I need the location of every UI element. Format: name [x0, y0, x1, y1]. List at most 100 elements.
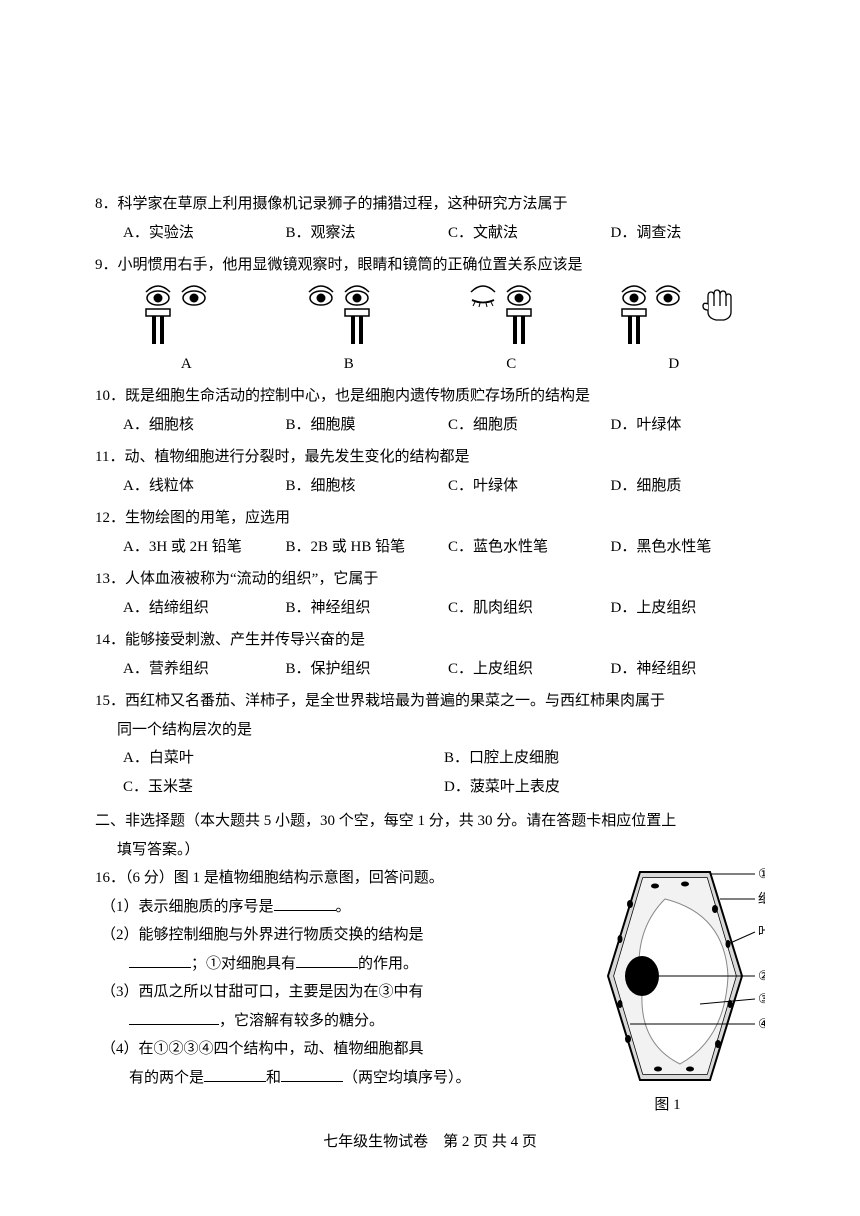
q15-text1: 西红柿又名番茄、洋柿子，是全世界栽培最为普遍的果菜之一。与西红柿果肉属于 [125, 693, 665, 709]
q8-stem: 8．科学家在草原上利用摄像机记录狮子的捕猎过程，这种研究方法属于 [95, 190, 765, 219]
q16-stem-text: （6 分）图 1 是植物细胞结构示意图，回答问题。 [125, 870, 444, 886]
q12-stem: 12．生物绘图的用笔，应选用 [95, 504, 765, 533]
q16-s3a: （3）西瓜之所以甘甜可口，主要是因为在③中有 [101, 978, 558, 1007]
q8-opt-b: B．观察法 [286, 219, 441, 248]
blank [274, 895, 336, 911]
q9-text: 小明惯用右手，他用显微镜观察时，眼睛和镜筒的正确位置关系应该是 [118, 257, 583, 273]
q9-label-c: C [506, 350, 516, 379]
q15-stem2: 同一个结构层次的是 [95, 716, 765, 745]
q14-opt-d: D．神经组织 [611, 655, 766, 684]
question-11: 11．动、植物细胞进行分裂时，最先发生变化的结构都是 A．线粒体 B．细胞核 C… [95, 443, 765, 500]
q12-num: 12． [95, 510, 125, 526]
q9-diagram-a: A [126, 284, 246, 379]
q11-opt-a: A．线粒体 [123, 472, 278, 501]
q9-diagrams: A [95, 280, 765, 379]
q14-opt-c: C．上皮组织 [448, 655, 603, 684]
cell-label-membrane: 细胞膜 [758, 891, 765, 906]
blank [129, 952, 191, 968]
q10-text: 既是细胞生命活动的控制中心，也是细胞内遗传物质贮存场所的结构是 [125, 388, 590, 404]
q16-num: 16． [95, 870, 125, 886]
q16-s4b: 有的两个是 [129, 1070, 204, 1086]
q10-opt-d: D．叶绿体 [611, 411, 766, 440]
q16-stem: 16．（6 分）图 1 是植物细胞结构示意图，回答问题。 [95, 864, 558, 893]
figure-1-caption: 图 1 [570, 1091, 765, 1120]
q16-s2c: 的作用。 [358, 956, 418, 972]
q10-num: 10． [95, 388, 125, 404]
q15-options: A．白菜叶 B．口腔上皮细胞 C．玉米茎 D．菠菜叶上表皮 [95, 744, 765, 801]
q15-opt-d: D．菠菜叶上表皮 [444, 773, 765, 802]
q13-opt-c: C．肌肉组织 [448, 594, 603, 623]
q16-s3b: ，它溶解有较多的糖分。 [219, 1013, 384, 1029]
q8-opt-d: D．调查法 [611, 219, 766, 248]
q13-stem: 13．人体血液被称为“流动的组织”，它属于 [95, 565, 765, 594]
q16-s4c: 和 [266, 1070, 281, 1086]
q14-options: A．营养组织 B．保护组织 C．上皮组织 D．神经组织 [95, 655, 765, 684]
question-13: 13．人体血液被称为“流动的组织”，它属于 A．结缔组织 B．神经组织 C．肌肉… [95, 565, 765, 622]
q10-stem: 10．既是细胞生命活动的控制中心，也是细胞内遗传物质贮存场所的结构是 [95, 382, 765, 411]
q13-opt-b: B．神经组织 [286, 594, 441, 623]
q16-sub3: （3）西瓜之所以甘甜可口，主要是因为在③中有 ，它溶解有较多的糖分。 [95, 978, 558, 1035]
q13-options: A．结缔组织 B．神经组织 C．肌肉组织 D．上皮组织 [95, 594, 765, 623]
q11-num: 11． [95, 449, 124, 465]
q16-s4a: （4）在①②③④四个结构中，动、植物细胞都具 [101, 1035, 558, 1064]
cell-label-1: ① [758, 866, 765, 881]
question-9: 9．小明惯用右手，他用显微镜观察时，眼睛和镜筒的正确位置关系应该是 [95, 251, 765, 378]
section-2-title: 二、非选择题（本大题共 5 小题，30 个空，每空 1 分，共 30 分。请在答… [95, 807, 765, 864]
cell-label-chloroplast: 叶绿体 [758, 924, 765, 939]
q8-num: 8． [95, 196, 118, 212]
blank [296, 952, 358, 968]
q16-sub4: （4）在①②③④四个结构中，动、植物细胞都具 有的两个是 和 （两空均填序号）。 [95, 1035, 558, 1092]
q9-diagram-d: D [614, 284, 734, 379]
q16-sub2: （2）能够控制细胞与外界进行物质交换的结构是 ；①对细胞具有 的作用。 [95, 921, 558, 978]
q8-text: 科学家在草原上利用摄像机记录狮子的捕猎过程，这种研究方法属于 [118, 196, 568, 212]
q11-options: A．线粒体 B．细胞核 C．叶绿体 D．细胞质 [95, 472, 765, 501]
q11-text: 动、植物细胞进行分裂时，最先发生变化的结构都是 [124, 449, 469, 465]
q10-options: A．细胞核 B．细胞膜 C．细胞质 D．叶绿体 [95, 411, 765, 440]
page-footer: 七年级生物试卷 第 2 页 共 4 页 [95, 1128, 765, 1157]
q16-s3-line2: ，它溶解有较多的糖分。 [101, 1007, 558, 1036]
q14-opt-a: A．营养组织 [123, 655, 278, 684]
q16-text-block: 16．（6 分）图 1 是植物细胞结构示意图，回答问题。 （1）表示细胞质的序号… [95, 864, 558, 1120]
section-2-line1: 二、非选择题（本大题共 5 小题，30 个空，每空 1 分，共 30 分。请在答… [95, 807, 765, 836]
q12-opt-b: B．2B 或 HB 铅笔 [286, 533, 441, 562]
q14-text: 能够接受刺激、产生并传导兴奋的是 [125, 632, 365, 648]
q11-stem: 11．动、植物细胞进行分裂时，最先发生变化的结构都是 [95, 443, 765, 472]
q16-s2a: （2）能够控制细胞与外界进行物质交换的结构是 [101, 921, 558, 950]
q12-opt-c: C．蓝色水性笔 [448, 533, 603, 562]
question-16: 16．（6 分）图 1 是植物细胞结构示意图，回答问题。 （1）表示细胞质的序号… [95, 864, 765, 1120]
q8-options: A．实验法 B．观察法 C．文献法 D．调查法 [95, 219, 765, 248]
q10-opt-a: A．细胞核 [123, 411, 278, 440]
q8-opt-c: C．文献法 [448, 219, 603, 248]
q15-opt-b: B．口腔上皮细胞 [444, 744, 765, 773]
q14-opt-b: B．保护组织 [286, 655, 441, 684]
q9-label-a: A [181, 350, 192, 379]
exam-page: 8．科学家在草原上利用摄像机记录狮子的捕猎过程，这种研究方法属于 A．实验法 B… [0, 0, 860, 1196]
q11-opt-c: C．叶绿体 [448, 472, 603, 501]
q9-diagram-b: B [289, 284, 409, 379]
q12-opt-a: A．3H 或 2H 铅笔 [123, 533, 278, 562]
q16-sub1: （1）表示细胞质的序号是。 [95, 893, 558, 922]
q15-num: 15． [95, 693, 125, 709]
q16-s2b: ；①对细胞具有 [191, 956, 296, 972]
q12-options: A．3H 或 2H 铅笔 B．2B 或 HB 铅笔 C．蓝色水性笔 D．黑色水性… [95, 533, 765, 562]
q15-stem: 15．西红柿又名番茄、洋柿子，是全世界栽培最为普遍的果菜之一。与西红柿果肉属于 [95, 687, 765, 716]
question-10: 10．既是细胞生命活动的控制中心，也是细胞内遗传物质贮存场所的结构是 A．细胞核… [95, 382, 765, 439]
q16-s4-line2: 有的两个是 和 （两空均填序号）。 [101, 1064, 558, 1093]
q11-opt-d: D．细胞质 [611, 472, 766, 501]
q13-opt-a: A．结缔组织 [123, 594, 278, 623]
q16-s2-line2: ；①对细胞具有 的作用。 [101, 950, 558, 979]
q16-s1end: 。 [336, 899, 351, 915]
q12-text: 生物绘图的用笔，应选用 [125, 510, 290, 526]
question-14: 14．能够接受刺激、产生并传导兴奋的是 A．营养组织 B．保护组织 C．上皮组织… [95, 626, 765, 683]
q9-label-b: B [344, 350, 354, 379]
q9-diagram-c: C [451, 284, 571, 379]
q10-opt-b: B．细胞膜 [286, 411, 441, 440]
q13-opt-d: D．上皮组织 [611, 594, 766, 623]
blank [129, 1009, 219, 1025]
q14-num: 14． [95, 632, 125, 648]
q16-s4d: （两空均填序号）。 [343, 1070, 471, 1086]
q16-figure: ① 细胞膜 叶绿体 ② ③ ④ 图 1 [570, 864, 765, 1120]
q15-opt-a: A．白菜叶 [123, 744, 444, 773]
q11-opt-b: B．细胞核 [286, 472, 441, 501]
q9-label-d: D [668, 350, 679, 379]
